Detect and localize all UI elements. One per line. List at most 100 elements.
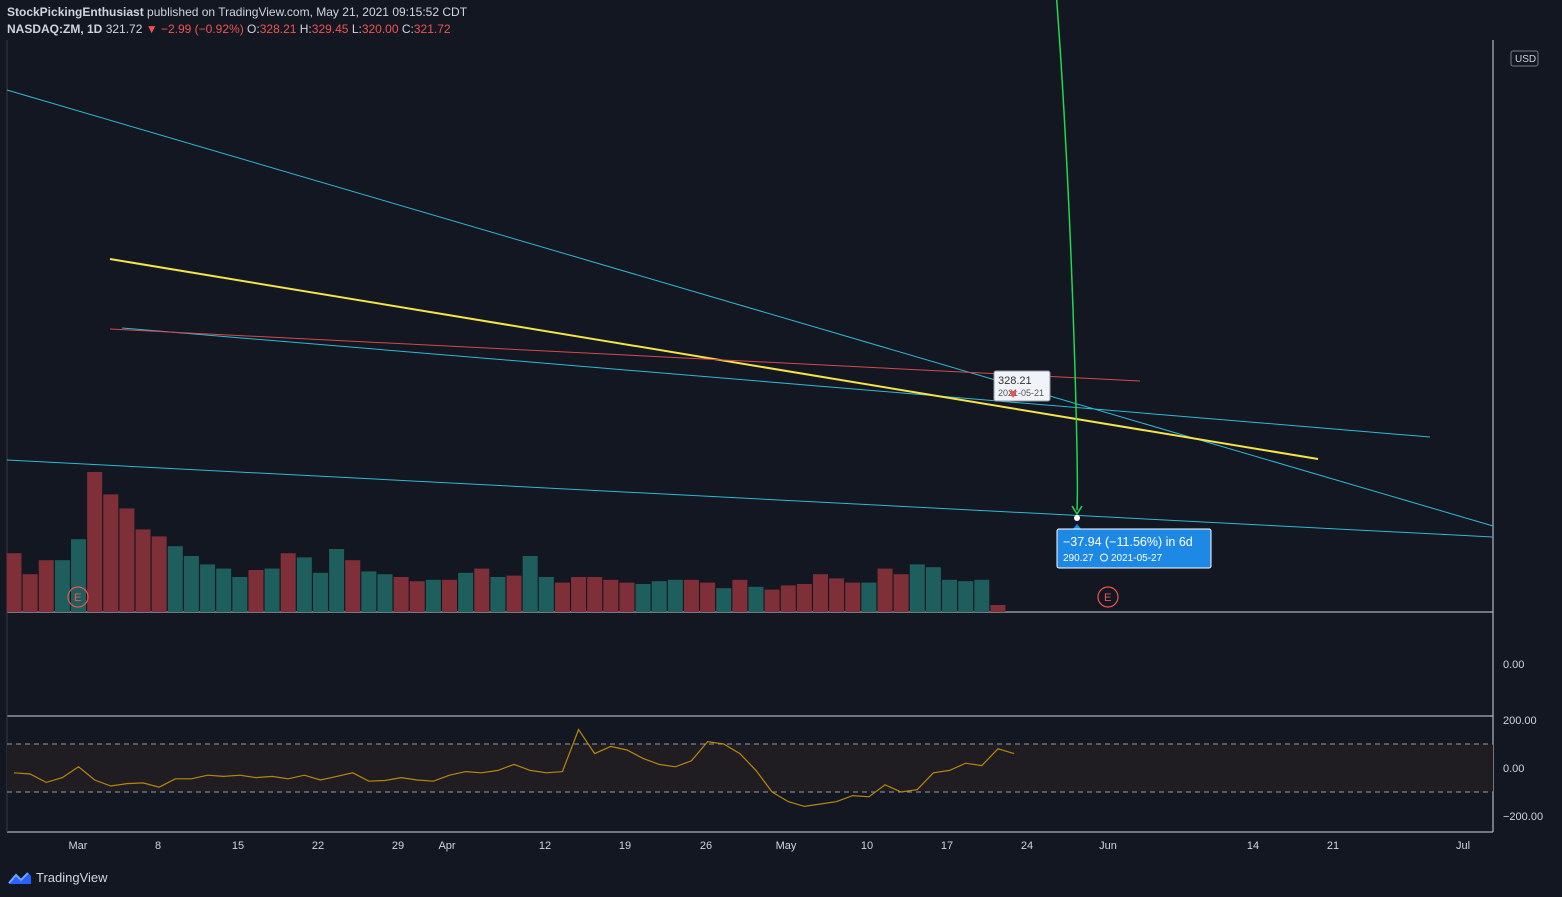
open-value: 328.21	[259, 22, 297, 36]
price-change: −2.99 (−0.92%)	[160, 22, 244, 36]
volume-bar	[6, 553, 22, 612]
volume-bar	[796, 584, 812, 612]
open-label: O:	[247, 22, 260, 36]
trend-line-lower[interactable]	[6, 459, 1494, 538]
time-tick-label: 14	[1247, 840, 1259, 852]
volume-bar	[280, 553, 296, 612]
tradingview-logo-icon	[8, 871, 31, 884]
time-tick-label: Jun	[1099, 840, 1117, 852]
volume-bar	[764, 589, 780, 612]
volume-bar	[780, 585, 796, 612]
volume-bar	[135, 529, 151, 612]
time-tick-label: Mar	[69, 840, 88, 852]
volume-bar	[554, 582, 570, 612]
volume-bar	[151, 536, 167, 612]
low-label: L:	[351, 22, 362, 36]
volume-bar	[103, 494, 119, 612]
volume-bar	[393, 577, 409, 612]
volume-bar	[958, 581, 974, 612]
volume-bar	[990, 605, 1006, 612]
cci-tick-label: 0.00	[1503, 763, 1524, 775]
arrow-head-icon	[1071, 505, 1083, 516]
volume-bar	[200, 564, 216, 612]
volume-bar	[925, 567, 941, 612]
symbol-name[interactable]: NASDAQ:ZM, 1D	[7, 22, 103, 36]
earnings-marker-icon[interactable]	[1097, 586, 1119, 608]
trend-line-upper[interactable]	[6, 89, 1494, 527]
time-tick-label: 10	[861, 840, 873, 852]
volume-bar	[312, 572, 328, 612]
author-name[interactable]: StockPickingEnthusiast	[7, 5, 144, 19]
volume-bar	[861, 582, 877, 612]
projection-end-price: 290.27	[1063, 553, 1094, 564]
high-value: 329.45	[311, 22, 349, 36]
time-tick-label: 12	[539, 840, 551, 852]
volume-bar	[667, 579, 683, 612]
publish-info: StockPickingEnthusiast published on Trad…	[7, 5, 467, 19]
projection-start-price: 328.21	[998, 375, 1032, 387]
earnings-marker-icon[interactable]	[67, 586, 89, 608]
projection-start-date: 2021-05-21	[998, 388, 1044, 398]
time-tick-label: May	[776, 840, 797, 852]
projection-arrow[interactable]	[1013, 0, 1079, 511]
time-tick-label: 15	[232, 840, 244, 852]
time-tick-label: 22	[312, 840, 324, 852]
time-tick-label: 29	[392, 840, 404, 852]
volume-bar	[683, 579, 699, 612]
currency-badge[interactable]	[1510, 50, 1539, 67]
volume-bar	[345, 560, 361, 612]
volume-bar	[571, 577, 587, 612]
publish-date: published on TradingView.com, May 21, 20…	[147, 5, 468, 19]
volume-bar	[603, 579, 619, 612]
volume-bar	[813, 574, 828, 612]
earnings-marker-label: E	[1104, 592, 1111, 604]
volume-bar	[296, 557, 312, 612]
volume-bar	[909, 564, 925, 612]
volume-bar	[522, 556, 538, 612]
trend-line-red[interactable]	[109, 328, 1141, 382]
volume-bar	[748, 586, 764, 612]
time-tick-label: Apr	[438, 840, 455, 852]
volume-bar	[942, 579, 958, 612]
volume-bar	[71, 539, 87, 612]
volume-bar	[845, 582, 861, 612]
low-value: 320.00	[361, 22, 399, 36]
volume-bar	[635, 584, 651, 612]
volume-bar	[700, 582, 716, 612]
volume-bar	[474, 568, 490, 612]
cci-line[interactable]	[13, 728, 1015, 808]
volume-bar	[458, 572, 474, 612]
clock-icon	[1100, 553, 1108, 562]
down-arrow-icon	[1009, 391, 1017, 398]
time-tick-label: 21	[1327, 840, 1339, 852]
volume-bar	[877, 568, 893, 612]
close-label: C:	[401, 22, 414, 36]
cci-tick-label: −200.00	[1503, 811, 1543, 823]
tradingview-logo[interactable]: TradingView	[8, 870, 108, 885]
time-tick-label: 19	[619, 840, 631, 852]
trend-line-middle[interactable]	[121, 327, 1431, 438]
high-label: H:	[299, 22, 312, 36]
earnings-marker-label: E	[74, 592, 81, 604]
volume-bar	[361, 571, 377, 612]
down-arrow-icon: ▼	[145, 22, 158, 36]
volume-bar	[732, 579, 748, 612]
volume-bar	[329, 549, 345, 612]
tradingview-brand-text: TradingView	[36, 870, 108, 885]
volume-bar	[425, 579, 441, 612]
volume-bar	[587, 577, 603, 612]
volume-bar	[651, 581, 667, 612]
time-tick-label: 26	[700, 840, 712, 852]
time-tick-label: Jul	[1456, 840, 1470, 852]
projection-end-point[interactable]	[1074, 515, 1080, 521]
time-tick-label: 17	[941, 840, 953, 852]
close-value: 321.72	[413, 22, 451, 36]
time-tick-label: 24	[1021, 840, 1033, 852]
volume-bar	[619, 582, 635, 612]
volume-bar	[167, 546, 183, 612]
pane2-tick-label: 0.00	[1503, 659, 1524, 671]
volume-bar	[377, 574, 393, 612]
volume-bar	[232, 577, 248, 612]
volume-bar	[38, 560, 54, 612]
